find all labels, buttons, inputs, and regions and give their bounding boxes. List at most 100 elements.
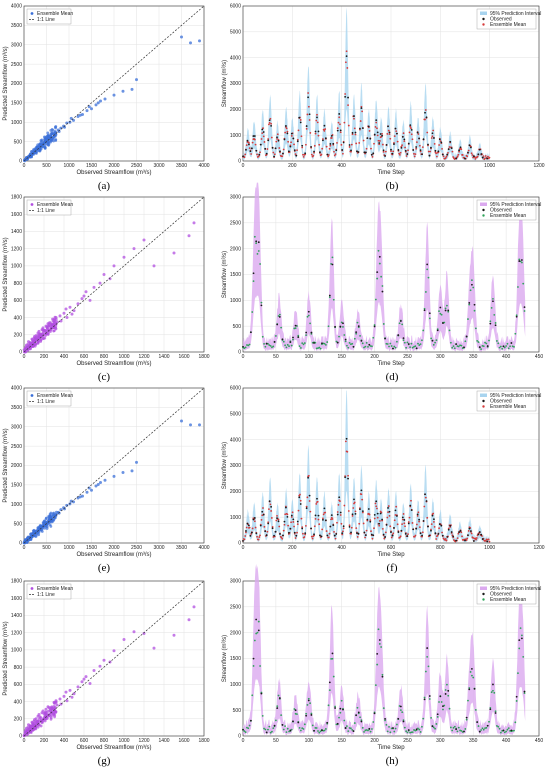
ensemble-point-d-30 bbox=[261, 335, 264, 338]
legend-label-a-0: Ensemble Mean bbox=[37, 11, 73, 17]
scatter-point-dense-g-157 bbox=[50, 709, 54, 713]
ensemble-point-h-230 bbox=[393, 730, 396, 733]
ensemble-point-b-213 bbox=[294, 153, 297, 156]
ensemble-point-d-400 bbox=[505, 345, 508, 347]
observed-point-b-228 bbox=[298, 116, 301, 119]
ensemble-point-f-138 bbox=[276, 514, 278, 517]
observed-point-f-234 bbox=[299, 503, 302, 505]
ensemble-point-f-363 bbox=[331, 518, 334, 520]
ensemble-point-d-80 bbox=[294, 327, 297, 330]
scatter-point-dense-e-153 bbox=[44, 524, 48, 528]
ensemble-point-d-388 bbox=[497, 342, 500, 345]
ensemble-point-d-188 bbox=[365, 341, 368, 344]
observed-point-h-304 bbox=[442, 705, 444, 708]
ensemble-point-b-438 bbox=[350, 150, 352, 153]
observed-point-f-204 bbox=[292, 518, 295, 521]
ensemble-point-h-16 bbox=[252, 665, 255, 667]
ensemble-point-d-42 bbox=[269, 344, 272, 347]
x-tick-label-c-5: 1000 bbox=[118, 354, 129, 360]
observed-point-f-762 bbox=[430, 529, 432, 532]
legend-box-d bbox=[476, 199, 537, 221]
observed-point-f-690 bbox=[412, 528, 415, 531]
ensemble-point-b-747 bbox=[426, 131, 429, 134]
ensemble-point-h-180 bbox=[360, 719, 363, 722]
ensemble-point-d-214 bbox=[382, 323, 385, 325]
ensemble-point-h-380 bbox=[492, 689, 494, 692]
ensemble-point-b-234 bbox=[299, 119, 302, 121]
ensemble-point-h-90 bbox=[301, 727, 304, 730]
y-tick-label-d-0: 0 bbox=[238, 350, 241, 356]
y-tick-label-e-3: 1500 bbox=[11, 483, 22, 489]
observed-point-f-534 bbox=[373, 513, 376, 516]
ensemble-point-f-888 bbox=[461, 535, 463, 538]
ensemble-point-d-294 bbox=[435, 339, 438, 342]
observed-point-d-344 bbox=[468, 302, 471, 304]
ensemble-point-h-320 bbox=[452, 726, 455, 729]
observed-point-b-528 bbox=[372, 152, 375, 155]
observed-point-f-180 bbox=[286, 515, 289, 518]
ensemble-point-f-459 bbox=[355, 527, 358, 529]
y-tick-label-e-4: 2000 bbox=[11, 463, 22, 469]
ensemble-point-f-687 bbox=[411, 522, 414, 524]
observed-point-b-768 bbox=[431, 132, 434, 135]
scatter-point-dense-a-153 bbox=[33, 151, 37, 154]
observed-point-h-52 bbox=[276, 707, 279, 709]
observed-point-f-300 bbox=[316, 497, 318, 500]
ensemble-point-h-402 bbox=[506, 728, 509, 731]
ensemble-point-d-312 bbox=[447, 310, 450, 313]
ensemble-point-d-208 bbox=[378, 262, 381, 265]
legend-marker-b-0 bbox=[480, 11, 487, 15]
observed-point-f-438 bbox=[350, 531, 352, 534]
legend-label-c-1: 1:1 Line bbox=[37, 208, 55, 214]
observed-point-b-726 bbox=[421, 153, 423, 156]
scatter-point-dense-e-140 bbox=[32, 533, 36, 537]
ensemble-point-f-408 bbox=[342, 527, 345, 530]
ensemble-point-b-261 bbox=[306, 113, 309, 116]
ensemble-point-f-567 bbox=[381, 527, 384, 530]
scatter-point-e-53 bbox=[63, 507, 66, 511]
observed-point-h-208 bbox=[378, 639, 381, 641]
ensemble-point-f-297 bbox=[315, 503, 318, 505]
ensemble-point-d-200 bbox=[373, 324, 376, 326]
ensemble-point-d-232 bbox=[394, 346, 397, 349]
scatter-point-g-42 bbox=[25, 726, 28, 730]
scatter-point-g-32 bbox=[102, 658, 106, 662]
ensemble-point-b-540 bbox=[375, 121, 378, 124]
ensemble-point-h-246 bbox=[403, 726, 406, 729]
ensemble-point-f-927 bbox=[470, 532, 473, 535]
observed-point-b-294 bbox=[314, 130, 317, 133]
y-tick-label-c-3: 600 bbox=[14, 298, 23, 304]
ensemble-point-d-344 bbox=[468, 303, 471, 306]
scatter-point-dense-c-145 bbox=[49, 330, 52, 333]
scatter-point-dense-a-53 bbox=[54, 138, 58, 141]
scatter-point-g-26 bbox=[76, 685, 80, 689]
observed-point-b-918 bbox=[468, 144, 471, 147]
ensemble-point-f-651 bbox=[402, 513, 405, 515]
observed-point-b-534 bbox=[373, 133, 376, 136]
observed-point-f-720 bbox=[419, 532, 422, 535]
x-axis-label-a: Observed Streamflow (m³/s) bbox=[76, 170, 151, 176]
ensemble-point-b-183 bbox=[287, 140, 290, 143]
observed-point-b-414 bbox=[344, 95, 347, 98]
ensemble-point-h-222 bbox=[388, 725, 390, 728]
ensemble-point-h-412 bbox=[513, 729, 515, 732]
ensemble-point-h-270 bbox=[419, 731, 422, 733]
observed-point-f-480 bbox=[360, 489, 363, 492]
scatter-point-g-34 bbox=[112, 649, 116, 653]
ensemble-point-d-56 bbox=[278, 313, 281, 316]
ensemble-point-b-369 bbox=[333, 150, 335, 153]
scatter-point-dense-e-143 bbox=[43, 521, 47, 525]
scatter-point-e-25 bbox=[65, 503, 69, 507]
observed-point-d-252 bbox=[407, 343, 410, 345]
observed-point-f-324 bbox=[322, 518, 324, 521]
x-tick-label-a-2: 1000 bbox=[63, 163, 74, 169]
ensemble-point-d-298 bbox=[438, 310, 440, 312]
observed-point-f-660 bbox=[404, 533, 407, 535]
ensemble-point-f-432 bbox=[348, 524, 351, 527]
x-tick-label-g-3: 600 bbox=[80, 738, 89, 744]
ensemble-point-f-573 bbox=[383, 537, 386, 540]
ensemble-point-d-90 bbox=[301, 342, 304, 345]
ensemble-point-d-18 bbox=[253, 235, 256, 238]
ensemble-point-h-322 bbox=[453, 725, 456, 728]
